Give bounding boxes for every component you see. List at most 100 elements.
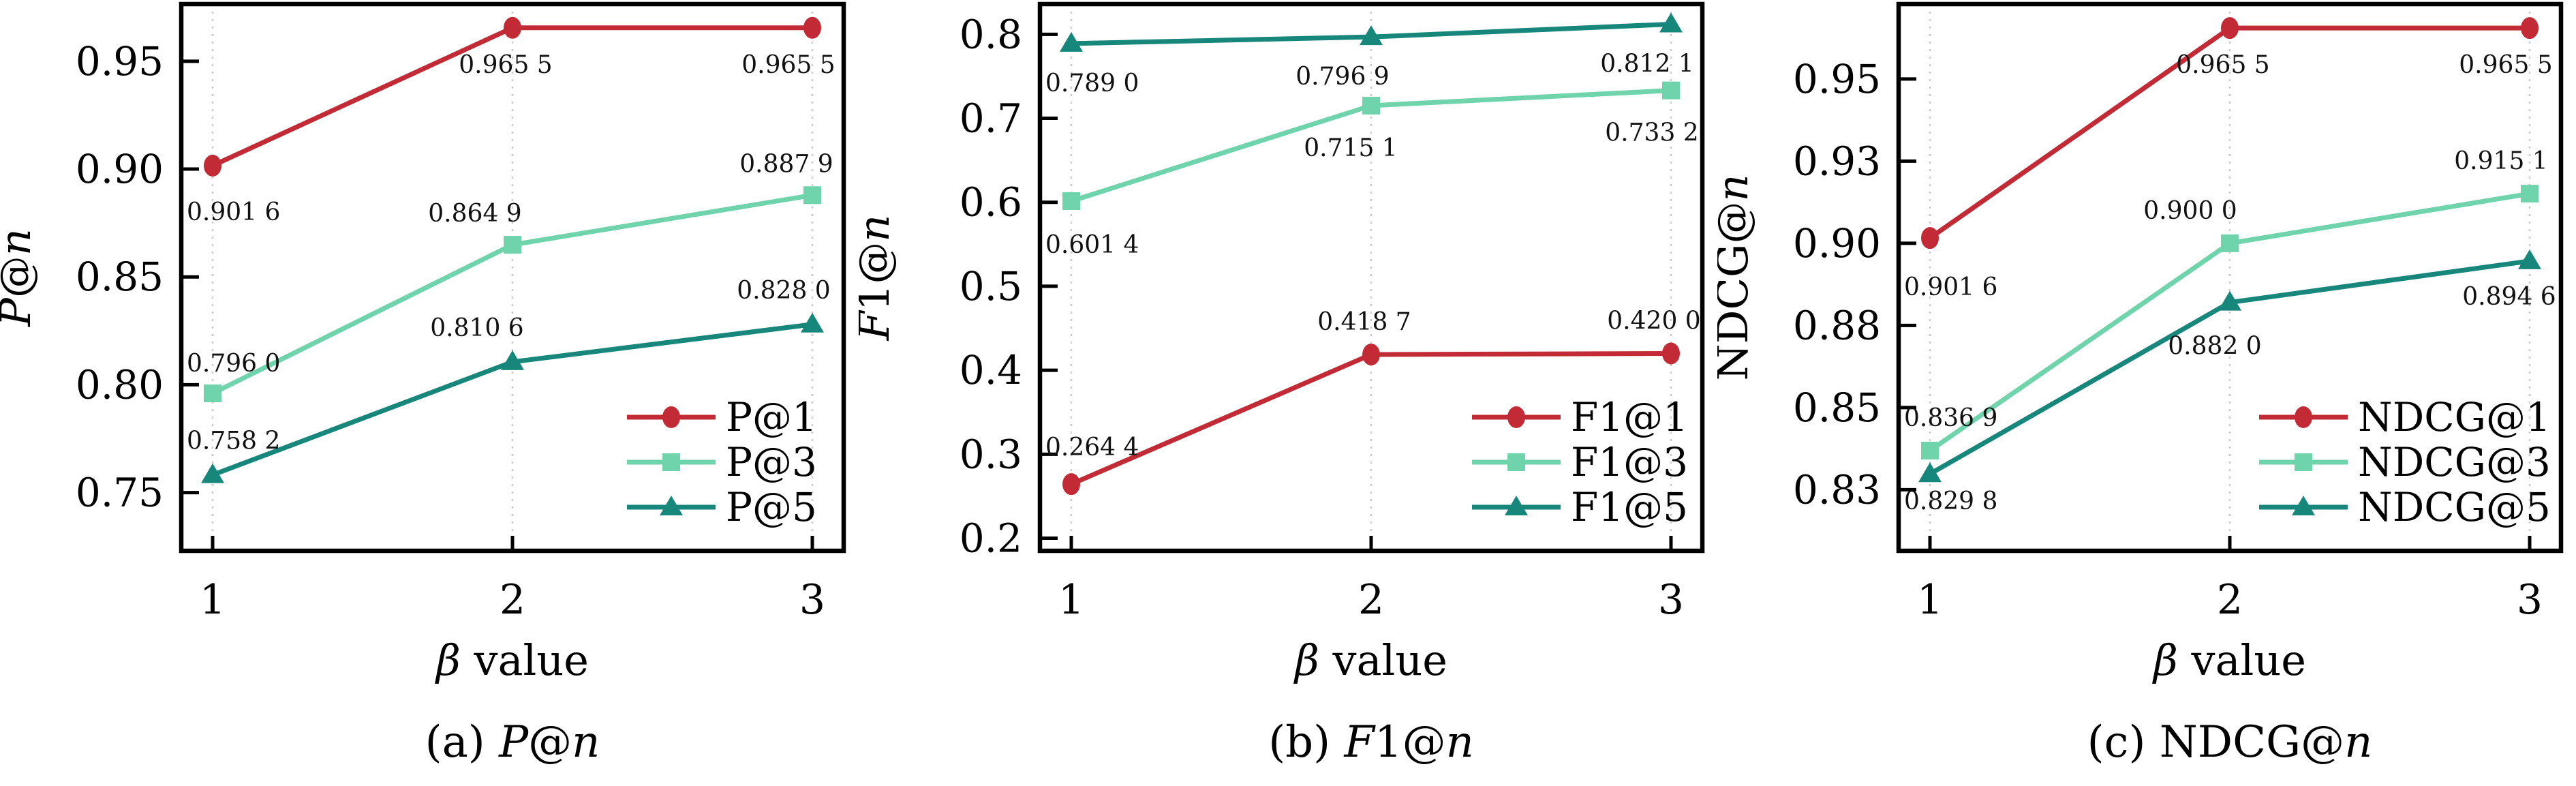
data-point-marker: [1918, 462, 1942, 483]
x-tick-label: 3: [799, 576, 825, 624]
data-point-marker: [504, 16, 521, 39]
data-point-label: 0.420 0: [1607, 307, 1700, 335]
data-point-label: 0.887 9: [739, 150, 833, 178]
y-tick-label: 0.4: [960, 347, 1022, 393]
y-tick-label: 0.3: [960, 431, 1022, 477]
x-tick-label: 1: [1917, 576, 1943, 624]
y-axis-label: NDCG@n: [1717, 175, 1758, 381]
data-point-label: 0.836 9: [1904, 404, 1997, 432]
data-point-marker: [1921, 227, 1939, 250]
data-point-label: 0.965 5: [459, 51, 552, 79]
x-tick-label: 1: [200, 576, 226, 624]
data-point-label: 0.965 5: [2176, 51, 2269, 79]
series-line: [210, 25, 815, 168]
data-point-marker: [1659, 12, 1683, 33]
plot-frame: [179, 1, 846, 554]
data-point-marker: [1362, 344, 1380, 366]
data-point-label: 0.901 6: [187, 198, 280, 226]
legend-marker: [1505, 496, 1528, 515]
data-point-label: 0.812 1: [1600, 50, 1693, 78]
caption: (a) P@n: [425, 717, 600, 768]
y-axis-label: F1@n: [859, 215, 899, 341]
x-tick-label: 2: [2217, 576, 2243, 624]
chart-panel-b: 0.2 0.3 0.4 0.5 0.6 0.7 0.8 1 2 3 0.264 4 0.418 7 0.…: [859, 0, 1717, 786]
data-point-marker: [803, 186, 821, 205]
data-point-label: 0.864 9: [428, 200, 521, 228]
legend-label: F1@5: [1571, 484, 1688, 530]
legend-marker: [662, 453, 680, 471]
y-tick-label: 0.8: [960, 11, 1022, 57]
y-tick-label: 0.5: [960, 263, 1022, 309]
legend-label: F1@1: [1571, 394, 1688, 440]
data-point-marker: [2218, 290, 2241, 311]
data-point-label: 0.901 6: [1904, 273, 1997, 301]
legend-label: NDCG@1: [2358, 394, 2551, 440]
data-point-label: 0.828 0: [737, 277, 830, 305]
data-point-label: 0.418 7: [1317, 308, 1411, 336]
data-point-label: 0.758 2: [187, 427, 280, 455]
y-tick-label: 0.7: [960, 95, 1022, 142]
data-point-marker: [201, 463, 224, 483]
x-tick-label: 3: [1658, 576, 1684, 624]
chart-panel-c: 0.83 0.85 0.88 0.90 0.93 0.95 1 2 3 0.901 6 0.965 …: [1717, 0, 2576, 786]
data-point-marker: [1662, 342, 1680, 365]
data-point-marker: [504, 236, 521, 254]
y-tick-label: 0.80: [76, 361, 164, 408]
data-point-marker: [2221, 234, 2239, 252]
plot-frame: [1037, 1, 1705, 554]
caption: (c) NDCG@n: [2087, 717, 2373, 768]
chart-b: 0.2 0.3 0.4 0.5 0.6 0.7 0.8 1 2 3 0.264 4 0.418 7 0.…: [859, 1, 1705, 768]
data-point-label: 0.915 1: [2454, 147, 2547, 175]
data-point-label: 0.796 9: [1295, 63, 1389, 91]
caption: (b) F1@n: [1268, 717, 1474, 768]
data-point-label: 0.882 0: [2168, 333, 2261, 361]
x-tick-label: 2: [500, 576, 525, 624]
data-point-marker: [1060, 31, 1083, 52]
x-tick-label: 2: [1358, 576, 1384, 624]
data-point-marker: [2521, 17, 2539, 40]
y-tick-label: 0.83: [1793, 466, 1881, 513]
legend-marker: [2295, 406, 2312, 428]
data-point-label: 0.894 6: [2462, 283, 2556, 311]
y-tick-label: 0.75: [76, 470, 164, 516]
chart-panel-a: 0.75 0.80 0.85 0.90 0.95 1 2 3 0.901 6 0.965 5 0.9…: [0, 0, 859, 786]
data-point-marker: [1921, 441, 1939, 459]
legend-label: P@1: [726, 394, 817, 440]
y-tick-label: 0.88: [1793, 302, 1881, 348]
legend-marker: [1507, 406, 1525, 428]
data-point-label: 0.601 4: [1045, 231, 1139, 259]
y-tick-label: 0.95: [76, 38, 164, 85]
y-axis-label: P@n: [0, 228, 40, 327]
data-point-marker: [1360, 25, 1383, 46]
x-axis-label: β value: [435, 635, 589, 685]
data-point-marker: [2518, 249, 2541, 269]
chart-c: 0.83 0.85 0.88 0.90 0.93 0.95 1 2 3 0.901 6 0.965 …: [1717, 1, 2564, 768]
y-tick-label: 0.85: [1793, 384, 1881, 431]
legend-marker: [660, 496, 683, 515]
data-point-label: 0.715 1: [1304, 134, 1397, 162]
data-point-marker: [501, 350, 524, 370]
legend-marker: [2295, 453, 2312, 471]
data-point-marker: [204, 154, 221, 177]
legend-label: P@3: [726, 439, 817, 485]
x-tick-label: 1: [1058, 576, 1084, 624]
legend-marker: [2292, 496, 2315, 515]
x-tick-label: 3: [2517, 576, 2543, 624]
data-point-label: 0.965 5: [2459, 51, 2552, 79]
y-tick-label: 0.90: [1793, 220, 1881, 267]
y-tick-label: 0.2: [960, 515, 1022, 562]
data-point-label: 0.900 0: [2143, 197, 2237, 225]
data-point-marker: [1362, 96, 1380, 115]
data-point-label: 0.829 8: [1904, 487, 1997, 515]
legend-label: NDCG@3: [2358, 439, 2551, 485]
y-tick-label: 0.6: [960, 179, 1022, 226]
data-point-label: 0.264 4: [1045, 434, 1139, 462]
data-point-marker: [204, 384, 221, 403]
data-point-marker: [2221, 17, 2239, 40]
data-point-marker: [2521, 185, 2539, 203]
x-axis-label: β value: [2152, 635, 2306, 685]
legend-label: F1@3: [1571, 439, 1688, 485]
data-point-marker: [803, 16, 821, 39]
data-point-label: 0.733 2: [1605, 119, 1698, 147]
y-tick-label: 0.90: [76, 146, 164, 192]
